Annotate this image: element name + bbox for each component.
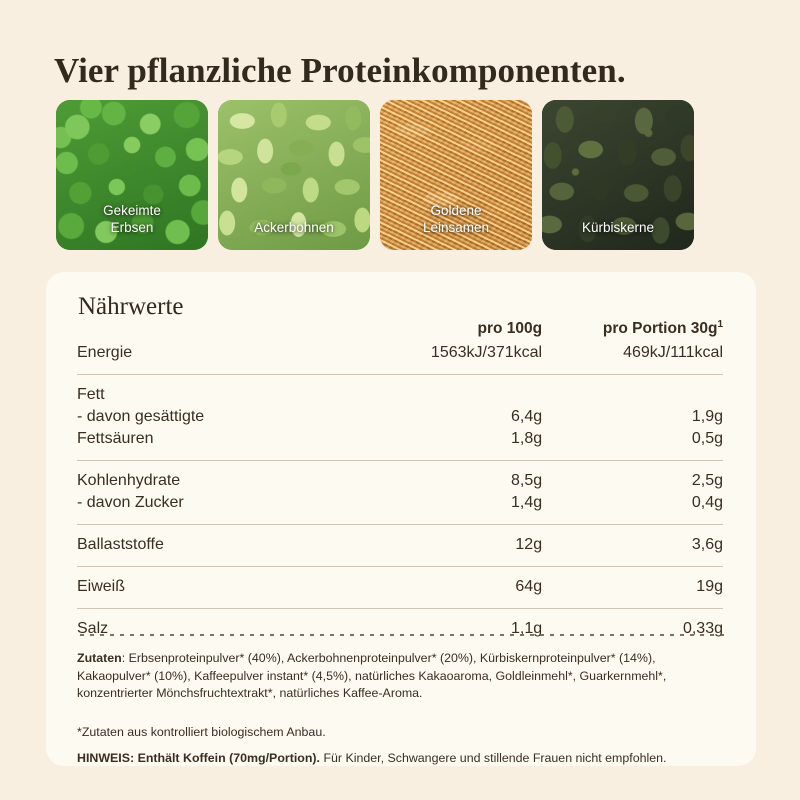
nutrient-value-line1: 1,9g <box>691 408 723 425</box>
page-title: Vier pflanzliche Proteinkomponenten. <box>54 51 626 91</box>
ingredient-tile-label-line1: Goldene <box>430 203 482 218</box>
nutrient-value-line2: 0,5g <box>691 430 723 447</box>
nutrition-card: Nährwerte pro 100g pro Portion 30g1 Ener… <box>46 272 756 766</box>
nutrient-name: Fett - davon gesättigte Fettsäuren <box>77 374 375 461</box>
nutrient-value-per-100g: 12g <box>374 524 543 567</box>
ingredient-tile-sprouted-peas[interactable]: Gekeimte Erbsen <box>56 100 208 250</box>
ingredient-tile-row: Gekeimte Erbsen Ackerbohnen Goldene Lein… <box>56 100 756 250</box>
table-row-fett: Fett - davon gesättigte Fettsäuren 6,4g … <box>77 374 723 461</box>
nutrition-col-header-per-portion: pro Portion 30g1 <box>542 312 723 342</box>
nutrient-value-per-portion: 0,33g <box>542 608 723 650</box>
nutrient-name: Kohlenhydrate - davon Zucker <box>77 460 375 525</box>
nutrient-value-line1: 6,4g <box>510 408 543 425</box>
ingredient-tile-label: Kürbiskerne <box>548 219 688 236</box>
dotted-divider <box>77 634 725 636</box>
ingredient-tile-label-line2: Leinsamen <box>422 220 490 235</box>
nutrient-value-per-portion: 2,5g 0,4g <box>542 460 723 525</box>
nutrient-value-per-100g: 1563kJ/371kcal <box>430 344 543 361</box>
nutrient-value-per-100g: 8,5g 1,4g <box>374 460 543 525</box>
ingredient-tile-label: Gekeimte Erbsen <box>62 202 202 236</box>
table-row-ballaststoffe: Ballaststoffe 12g 3,6g <box>77 524 723 567</box>
table-row-kohlenhydrate: Kohlenhydrate - davon Zucker 8,5g 1,4g 2… <box>77 460 723 525</box>
nutrient-value-per-100g: 1,1g <box>374 608 543 650</box>
organic-note: *Zutaten aus kontrolliert biologischem A… <box>77 724 326 739</box>
ingredient-tile-label: Goldene Leinsamen <box>386 202 526 236</box>
nutrient-name-line2: - davon Zucker <box>77 494 184 511</box>
nutrient-value-line1: 8,5g <box>510 472 543 489</box>
footnote-marker: 1 <box>717 318 723 330</box>
caffeine-warning-text: Für Kinder, Schwangere und stillende Fra… <box>320 751 667 765</box>
ingredients-text: : Erbsenproteinpulver* (40%), Ackerbohne… <box>77 651 667 700</box>
nutrition-title: Nährwerte <box>78 293 184 320</box>
nutrient-value-per-portion: 3,6g <box>542 524 723 567</box>
ingredient-tile-label-line1: Ackerbohnen <box>254 220 334 235</box>
caffeine-warning-label: HINWEIS: Enthält Koffein (70mg/Portion). <box>77 751 320 765</box>
table-row-salz: Salz 1,1g 0,33g <box>77 608 723 650</box>
nutrient-name-line1: Kohlenhydrate <box>77 472 181 489</box>
nutrient-value-per-portion: 1,9g 0,5g <box>542 374 723 461</box>
nutrient-name: Energie <box>77 344 133 361</box>
nutrient-name-line3: Fettsäuren <box>77 430 154 447</box>
nutrition-table-head: pro 100g pro Portion 30g1 <box>77 312 724 342</box>
nutrition-table: pro 100g pro Portion 30g1 Energie 1563kJ… <box>77 312 723 650</box>
nutrient-name: Ballaststoffe <box>77 524 375 567</box>
golden-flaxseed-photo <box>380 100 532 250</box>
ingredient-tile-label: Ackerbohnen <box>224 219 364 236</box>
nutrient-value-per-100g: 6,4g 1,8g <box>374 374 543 461</box>
nutrient-value-per-100g: 64g <box>374 566 543 609</box>
nutrient-name: Eiweiß <box>77 566 375 609</box>
nutrition-col-header-per-100g: pro 100g <box>477 320 543 337</box>
ingredient-tile-label-line1: Gekeimte <box>103 203 161 218</box>
nutrient-value-line2: 1,8g <box>510 430 543 447</box>
nutrient-name-line2: - davon gesättigte <box>77 408 205 425</box>
caffeine-warning: HINWEIS: Enthält Koffein (70mg/Portion).… <box>77 750 730 768</box>
fava-beans-photo <box>218 100 370 250</box>
nutrient-value-line2: 0,4g <box>691 494 723 511</box>
nutrition-table-body: Energie 1563kJ/371kcal 469kJ/111kcal Fet… <box>77 342 723 650</box>
sprouted-peas-photo <box>56 100 208 250</box>
nutrient-value-per-portion: 469kJ/111kcal <box>623 344 723 361</box>
nutrition-col-header-name <box>77 312 374 342</box>
nutrient-name: Salz <box>77 608 375 650</box>
pumpkin-seeds-photo <box>542 100 694 250</box>
legal-section: Zutaten: Erbsenproteinpulver* (40%), Ack… <box>77 650 730 768</box>
nutrient-value-line1: 2,5g <box>691 472 723 489</box>
nutrient-value-line2: 1,4g <box>510 494 543 511</box>
table-row-eiweiss: Eiweiß 64g 19g <box>77 566 723 609</box>
ingredients-label: Zutaten <box>77 651 122 665</box>
ingredient-tile-pumpkin-seeds[interactable]: Kürbiskerne <box>542 100 694 250</box>
ingredients-paragraph: Zutaten: Erbsenproteinpulver* (40%), Ack… <box>77 650 730 703</box>
nutrient-name-line1: Fett <box>77 386 105 403</box>
nutrient-value-per-portion: 19g <box>542 566 723 609</box>
ingredient-tile-golden-flaxseed[interactable]: Goldene Leinsamen <box>380 100 532 250</box>
table-row-energie: Energie 1563kJ/371kcal 469kJ/111kcal <box>77 342 723 375</box>
ingredient-tile-label-line2: Erbsen <box>110 220 154 235</box>
ingredient-tile-label-line1: Kürbiskerne <box>581 220 655 235</box>
ingredient-tile-fava-beans[interactable]: Ackerbohnen <box>218 100 370 250</box>
per-portion-text: pro Portion 30g <box>602 320 718 337</box>
nutrition-header-row: pro 100g pro Portion 30g1 <box>77 312 724 342</box>
